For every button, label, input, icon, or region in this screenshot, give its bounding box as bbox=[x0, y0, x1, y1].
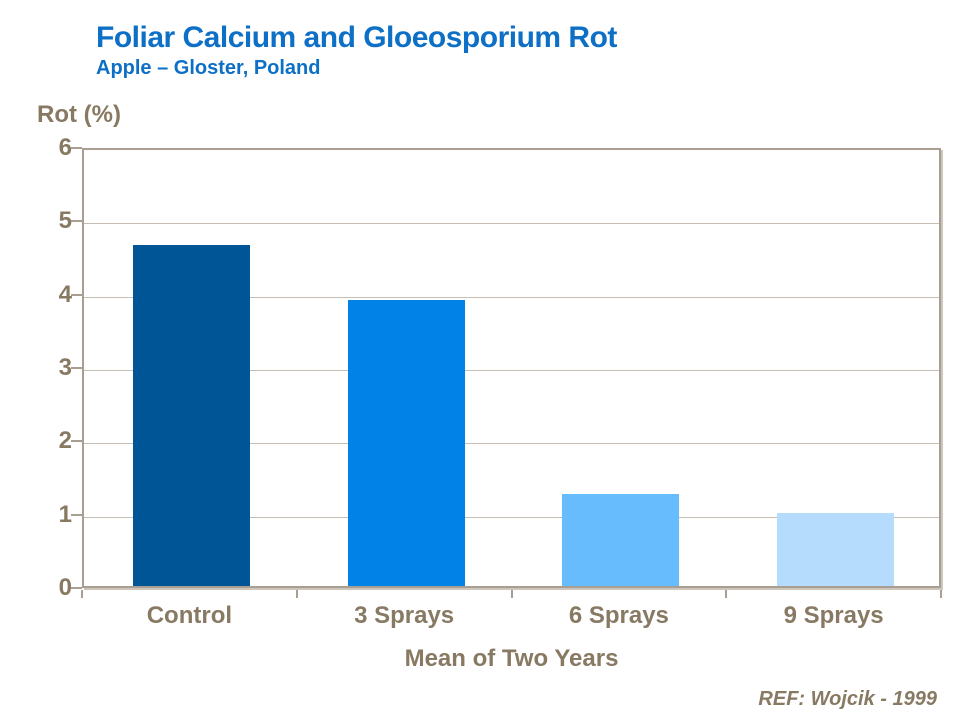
y-tick-mark-2 bbox=[71, 440, 82, 443]
gridline-y2 bbox=[84, 443, 939, 445]
plot-area bbox=[82, 148, 941, 588]
bar-control bbox=[132, 245, 250, 586]
y-tick-label-2: 2 bbox=[58, 427, 72, 455]
gridline-y5 bbox=[84, 223, 939, 225]
gridline-y1 bbox=[84, 516, 939, 518]
y-tick-mark-4 bbox=[71, 293, 82, 296]
y-axis-title: Rot (%) bbox=[37, 101, 121, 128]
y-tick-mark-0 bbox=[71, 587, 82, 589]
y-tick-label-3: 3 bbox=[58, 354, 72, 381]
y-tick-mark-1 bbox=[71, 513, 82, 516]
x-axis-title: Mean of Two Years bbox=[404, 645, 619, 672]
y-tick-label-6: 6 bbox=[58, 134, 72, 161]
y-tick-mark-3 bbox=[71, 367, 82, 369]
x-tick-label-6-sprays: 6 Sprays bbox=[568, 602, 669, 629]
x-tick-mark-4 bbox=[940, 590, 942, 598]
chart-subtitle: Apple – Gloster, Poland bbox=[96, 57, 321, 79]
x-tick-mark-1 bbox=[295, 590, 298, 598]
gridline-y3 bbox=[84, 370, 939, 371]
x-tick-label-control: Control bbox=[146, 602, 233, 629]
bar-6-sprays bbox=[562, 494, 680, 586]
x-tick-mark-2 bbox=[510, 590, 513, 598]
bar-9-sprays bbox=[777, 512, 895, 586]
x-tick-label-3-sprays: 3 Sprays bbox=[354, 602, 455, 629]
y-tick-mark-6 bbox=[71, 147, 82, 149]
gridline-y4 bbox=[84, 296, 939, 298]
chart-title: Foliar Calcium and Gloeosporium Rot bbox=[96, 21, 617, 54]
x-tick-mark-0 bbox=[81, 590, 83, 598]
x-tick-label-9-sprays: 9 Sprays bbox=[783, 602, 884, 629]
x-tick-mark-3 bbox=[725, 590, 728, 598]
y-tick-label-1: 1 bbox=[58, 500, 72, 528]
y-tick-mark-5 bbox=[71, 220, 82, 223]
reference-note: REF: Wojcik - 1999 bbox=[758, 688, 937, 710]
y-tick-label-0: 0 bbox=[58, 574, 72, 601]
y-tick-label-5: 5 bbox=[58, 207, 72, 235]
bar-3-sprays bbox=[347, 300, 465, 586]
y-tick-label-4: 4 bbox=[58, 280, 72, 308]
